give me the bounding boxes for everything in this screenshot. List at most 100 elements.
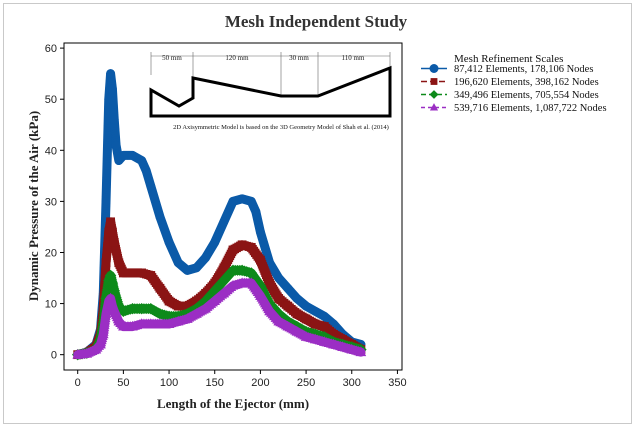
legend-label: 196,620 Elements, 398,162 Nodes xyxy=(454,77,599,88)
data-point xyxy=(274,294,284,303)
data-point xyxy=(218,287,230,298)
data-point xyxy=(146,271,156,280)
y-tick-label: 60 xyxy=(45,43,57,55)
data-point xyxy=(117,305,130,317)
data-point xyxy=(101,258,111,268)
x-tick-label: 300 xyxy=(343,377,361,389)
data-point xyxy=(292,294,302,303)
data-point xyxy=(127,320,138,331)
data-point xyxy=(191,308,202,318)
legend-item: 196,620 Elements, 398,162 Nodes xyxy=(421,77,599,88)
data-point xyxy=(108,227,117,237)
data-point xyxy=(137,156,147,165)
data-point xyxy=(256,227,265,237)
y-tick-label: 50 xyxy=(45,94,57,106)
data-point xyxy=(210,237,220,247)
chart-title: Mesh Independent Study xyxy=(225,12,408,31)
data-point xyxy=(118,151,128,160)
data-point xyxy=(136,318,147,328)
data-point xyxy=(106,277,119,289)
data-point xyxy=(246,242,256,252)
ejector-outline xyxy=(149,65,392,118)
x-tick-label: 150 xyxy=(206,377,224,389)
x-tick-label: 350 xyxy=(388,377,406,389)
data-point xyxy=(192,263,201,273)
data-point xyxy=(319,336,330,346)
data-point xyxy=(292,309,302,319)
data-point xyxy=(109,115,119,125)
data-point xyxy=(108,84,117,94)
data-point xyxy=(283,283,293,293)
data-point xyxy=(105,292,116,303)
data-point xyxy=(236,264,248,277)
data-point xyxy=(310,306,320,316)
data-point xyxy=(274,273,284,283)
data-point xyxy=(291,325,303,336)
data-point xyxy=(104,269,117,282)
legend-marker xyxy=(429,103,439,111)
x-tick-label: 0 xyxy=(75,377,81,389)
data-point xyxy=(106,217,115,227)
data-point xyxy=(155,283,165,293)
data-point xyxy=(141,166,151,176)
data-point xyxy=(282,320,294,331)
data-point xyxy=(201,288,210,298)
data-point xyxy=(173,258,183,268)
data-point xyxy=(328,338,339,349)
y-tick-label: 30 xyxy=(45,196,57,208)
axis-ticks: 0 50 100 150 200 250 300 350 0 10 20 30 40 50 60 xyxy=(45,43,407,389)
data-point xyxy=(264,305,275,316)
data-point xyxy=(154,308,166,320)
dim-50mm: 50 mm xyxy=(162,54,182,62)
data-point xyxy=(218,274,230,287)
legend-marker xyxy=(429,90,439,99)
inset-note: 2D Axisymmetric Model is based on the 3D… xyxy=(173,124,389,131)
data-point xyxy=(101,196,111,206)
data-point xyxy=(245,277,257,288)
legend-marker xyxy=(429,64,439,73)
data-point xyxy=(164,296,174,306)
data-point xyxy=(246,196,256,206)
data-point xyxy=(219,263,229,273)
data-point xyxy=(219,217,229,227)
data-point xyxy=(137,268,147,278)
data-point xyxy=(106,69,115,79)
data-point xyxy=(283,301,293,311)
data-point xyxy=(145,302,157,315)
data-point xyxy=(173,301,183,311)
legend-title: Mesh Refinement Scales xyxy=(454,53,563,65)
y-axis-label: Dynamic Pressure of the Air (kPa) xyxy=(26,111,41,301)
data-point xyxy=(355,346,367,357)
data-point xyxy=(109,237,119,247)
data-point xyxy=(300,331,312,341)
x-tick-label: 100 xyxy=(160,377,178,389)
legend-marker xyxy=(430,78,438,85)
data-point xyxy=(104,94,114,104)
legend-label: 349,496 Elements, 705,554 Nodes xyxy=(454,90,599,101)
data-point xyxy=(95,338,106,349)
data-point xyxy=(319,311,329,321)
data-point xyxy=(118,320,129,331)
y-tick-label: 20 xyxy=(45,247,57,259)
data-point xyxy=(346,343,358,354)
data-point xyxy=(309,333,321,344)
data-point xyxy=(227,264,239,277)
data-point xyxy=(273,315,284,326)
data-point xyxy=(255,290,266,300)
data-point xyxy=(164,237,174,247)
data-point xyxy=(172,315,184,326)
data-point xyxy=(146,181,156,191)
data-point xyxy=(337,341,348,351)
data-point xyxy=(329,329,338,339)
data-point xyxy=(228,245,238,255)
x-tick-label: 250 xyxy=(297,377,315,389)
data-point xyxy=(236,277,248,288)
data-point xyxy=(111,140,121,150)
legend-item: 539,716 Elements, 1,087,722 Nodes xyxy=(421,103,607,114)
data-point xyxy=(209,295,221,305)
data-point xyxy=(154,318,166,328)
y-tick-label: 40 xyxy=(45,145,57,157)
legend-item: 349,496 Elements, 705,554 Nodes xyxy=(421,90,599,101)
legend-label: 87,412 Elements, 178,106 Nodes xyxy=(454,64,593,75)
